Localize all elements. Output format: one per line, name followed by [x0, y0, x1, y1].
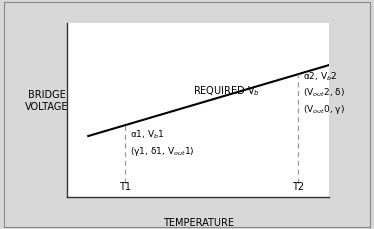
- Text: TEMPERATURE: TEMPERATURE: [163, 218, 234, 228]
- Text: REQUIRED V$_b$: REQUIRED V$_b$: [193, 85, 260, 98]
- Text: T1: T1: [119, 182, 131, 192]
- Text: BRIDGE
VOLTAGE: BRIDGE VOLTAGE: [25, 90, 68, 112]
- Text: α2, V$_b$2
(V$_{out}$2, δ)
(V$_{out}$0, γ): α2, V$_b$2 (V$_{out}$2, δ) (V$_{out}$0, …: [303, 71, 345, 116]
- Text: α1, V$_b$1
(γ1, δ1, V$_{out}$1): α1, V$_b$1 (γ1, δ1, V$_{out}$1): [130, 129, 194, 158]
- Text: T2: T2: [292, 182, 304, 192]
